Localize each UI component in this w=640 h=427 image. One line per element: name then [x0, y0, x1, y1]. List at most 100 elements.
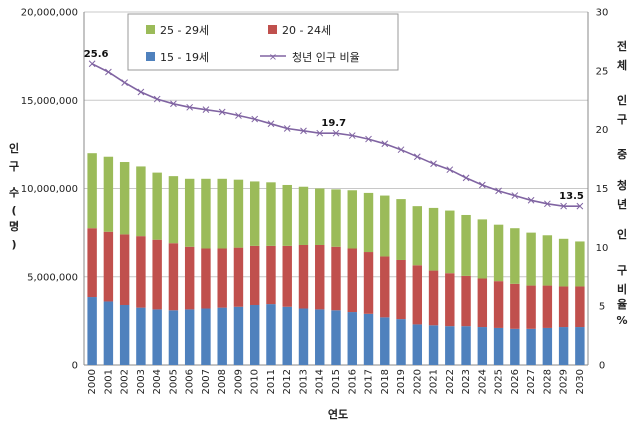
right-tick-label: 0: [599, 361, 605, 372]
bar-segment: [103, 301, 114, 365]
bar-segment: [152, 172, 162, 240]
bar-segment: [526, 232, 536, 286]
right-tick-label: 10: [596, 243, 609, 254]
bar-segment: [266, 304, 276, 365]
x-tick-label: 2021: [429, 369, 440, 394]
bar-segment: [510, 283, 520, 329]
x-tick-label: 2022: [445, 369, 456, 394]
bar-segment: [542, 327, 553, 365]
ratio-point: [397, 146, 405, 154]
ratio-point: [478, 181, 486, 189]
x-tick-label: 2009: [233, 369, 244, 394]
left-tick-label: 20,000,000: [21, 8, 78, 19]
bar-segment: [428, 325, 439, 365]
bar-segment: [249, 304, 260, 365]
ratio-point: [283, 125, 291, 132]
bar-segment: [380, 317, 390, 365]
bar-segment: [168, 243, 179, 311]
bar-segment: [558, 286, 569, 328]
x-tick-label: 2016: [347, 369, 358, 394]
bar-segment: [87, 153, 97, 229]
bar-segment: [136, 307, 146, 365]
ratio-point: [544, 200, 551, 208]
bar-segment: [315, 309, 325, 365]
ratio-point: [381, 140, 389, 148]
ratio-point: [300, 127, 307, 135]
bar-segment: [347, 248, 357, 313]
x-axis-title: 연도: [328, 407, 348, 421]
left-tick-label: 0: [72, 361, 78, 372]
bar-segment: [558, 238, 569, 287]
right-axis-title-char: 구: [617, 264, 627, 277]
bar-segment: [575, 286, 585, 328]
annotations: 25.6 19.7 13.5: [84, 49, 584, 202]
legend-swatch-20-24: [268, 25, 277, 34]
ratio-point: [186, 103, 194, 111]
x-tick-label: 2030: [575, 369, 586, 394]
bar-segment: [363, 192, 374, 253]
bar-segment: [558, 327, 569, 365]
bar-segment: [445, 273, 455, 327]
ratio-point: [527, 196, 535, 204]
ratio-point: [430, 160, 437, 168]
ratio-point: [560, 202, 567, 210]
ratio-point: [462, 174, 470, 182]
bar-segment: [249, 181, 260, 246]
bar-segment: [363, 313, 374, 365]
data-label: 13.5: [559, 191, 584, 202]
x-tick-label: 2023: [461, 369, 472, 394]
ratio-point: [365, 135, 372, 143]
x-tick-label: 2024: [477, 369, 488, 394]
bar-segment: [542, 285, 553, 328]
ratio-point: [202, 106, 210, 114]
bar-segment: [526, 285, 536, 329]
bar-segment: [331, 246, 341, 311]
legend-line-marker: ×: [269, 52, 277, 63]
x-tick-label: 2007: [201, 369, 212, 394]
ratio-point: [267, 120, 275, 128]
x-tick-label: 2002: [120, 369, 131, 394]
bar-segment: [298, 244, 309, 309]
bar-segment: [201, 248, 211, 309]
ratio-point: [251, 115, 259, 123]
bar-segment: [136, 166, 146, 237]
bar-segment: [249, 245, 260, 305]
bar-segment: [119, 304, 130, 365]
right-axis-title-char: 체: [617, 58, 627, 72]
right-axis-title-char: 인: [617, 227, 627, 241]
bar-segment: [315, 188, 325, 245]
right-tick-label: 30: [596, 8, 609, 19]
right-tick-label: 5: [599, 302, 605, 313]
bar-segment: [233, 179, 244, 248]
bar-segment: [510, 228, 520, 284]
x-tick-label: 2004: [152, 369, 163, 394]
bar-segment: [266, 182, 276, 246]
bar-segment: [168, 176, 179, 244]
bar-segment: [87, 228, 97, 298]
data-label: 19.7: [321, 118, 346, 129]
bar-segment: [396, 319, 406, 365]
right-axis-title-char: 청: [617, 178, 627, 192]
bar-segment: [119, 234, 130, 305]
bar-segment: [347, 312, 357, 365]
right-axis-title-char: 비: [617, 282, 627, 296]
x-tick-label: 2018: [380, 369, 391, 394]
x-tick-label: 2010: [250, 369, 261, 394]
bar-segment: [298, 308, 309, 365]
ratio-point: [316, 129, 324, 137]
ratio-point: [170, 100, 177, 108]
bar-segment: [477, 219, 488, 279]
bar-segment: [282, 184, 292, 246]
bar-segment: [477, 278, 488, 328]
ratio-point: [235, 112, 242, 119]
legend-swatch-25-29: [146, 25, 155, 34]
ratio-point: [88, 60, 96, 68]
x-tick-label: 2012: [282, 369, 293, 394]
right-tick-label: 15: [596, 184, 609, 195]
right-axis-title-char: 년: [617, 197, 627, 211]
bar-segment: [347, 190, 357, 249]
bar-segment: [575, 327, 585, 365]
bar-segment: [282, 245, 292, 307]
